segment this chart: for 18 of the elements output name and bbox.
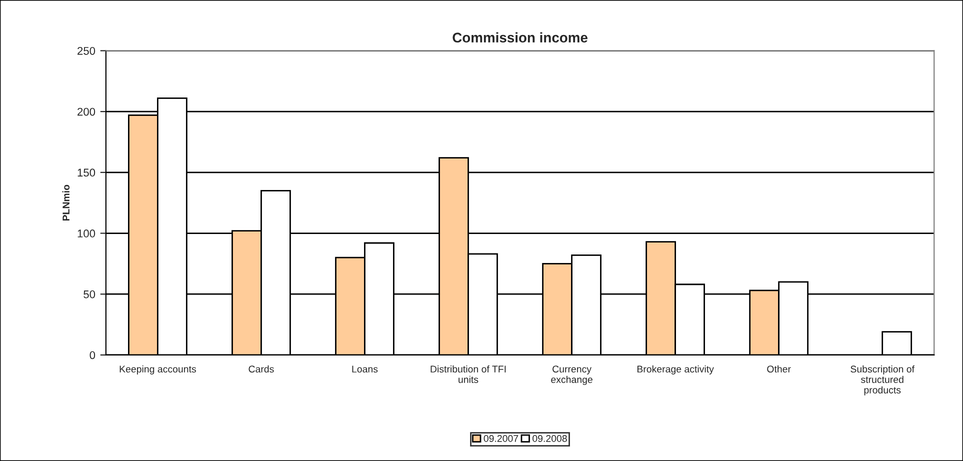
y-axis-title: PLNmio	[62, 184, 70, 221]
y-tick-label: 250	[78, 46, 96, 55]
x-tick-label: Brokerage activity	[637, 365, 714, 374]
x-tick-label: Loans	[352, 366, 378, 373]
y-tick-label: 100	[78, 230, 96, 238]
x-tick-label: Keeping accounts	[120, 365, 196, 374]
y-tick-label: 50	[84, 290, 96, 298]
legend-label: 09.2007	[484, 435, 518, 442]
x-tick-label: Other	[767, 365, 791, 373]
legend-label: 09.2008	[532, 435, 567, 442]
y-tick-label: 200	[78, 108, 96, 116]
x-tick-label: Subscription of structured products	[850, 365, 915, 396]
chart-title: Commission income	[452, 32, 588, 43]
y-tick-label: 0	[90, 351, 96, 360]
x-tick-label: Cards	[248, 365, 274, 373]
x-tick-label: Currency exchange	[551, 366, 592, 385]
x-tick-label: Distribution of TFI units	[430, 365, 506, 383]
y-tick-label: 150	[78, 168, 96, 177]
